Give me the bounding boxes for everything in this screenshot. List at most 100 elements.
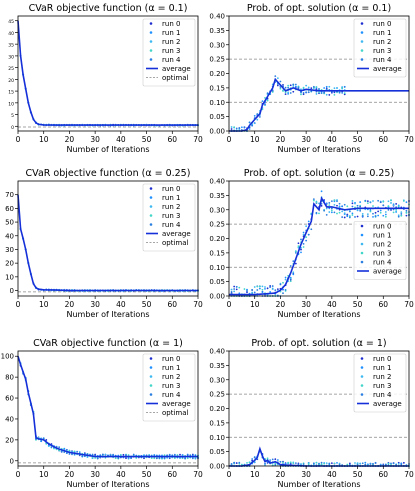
run-3-point xyxy=(343,92,346,95)
run-3-point xyxy=(382,200,385,203)
run-3-point xyxy=(173,457,176,460)
legend-marker xyxy=(360,233,364,237)
run-3-point xyxy=(91,456,94,459)
x-axis-label: Number of Iterations xyxy=(66,480,149,489)
run-3-point xyxy=(119,453,122,456)
run-1-point xyxy=(300,251,302,254)
run-2-point xyxy=(384,211,387,213)
run-0-point xyxy=(302,93,305,96)
chart-title: CVaR objective function (α = 1) xyxy=(33,338,183,349)
run-4-point xyxy=(312,462,315,465)
run-1-point xyxy=(359,201,362,203)
legend-label: run 3 xyxy=(373,250,391,258)
chart-panel-1: Prob. of opt. solution (α = 0.1) 0 10 20 30 4… xyxy=(209,3,414,154)
run-0-point xyxy=(235,288,238,291)
run-4-point xyxy=(343,203,346,206)
run-4-point xyxy=(323,91,326,94)
average-line xyxy=(17,20,198,126)
run-4-point xyxy=(405,209,408,212)
y-tick-label: 0.05 xyxy=(209,278,225,286)
run-4-point xyxy=(58,446,61,449)
legend-label: optimal xyxy=(162,74,189,82)
x-tick-label: 70 xyxy=(193,300,203,309)
legend-marker xyxy=(360,49,364,52)
run-4-point xyxy=(330,200,333,203)
legend-box xyxy=(353,221,407,280)
x-tick-label: 20 xyxy=(65,135,75,144)
run-4-point xyxy=(238,127,241,130)
legend-marker xyxy=(360,58,364,61)
run-4-point xyxy=(338,91,341,94)
run-1-point xyxy=(369,209,372,211)
run-0-point xyxy=(179,453,181,456)
x-axis-label: Number of Iterations xyxy=(277,145,360,154)
y-tick-label: 0.40 xyxy=(209,178,225,186)
legend-label: average xyxy=(373,65,402,73)
y-tick-label: 50 xyxy=(5,219,14,227)
run-0-point xyxy=(402,461,405,464)
legend-marker xyxy=(149,214,153,217)
run-3-point xyxy=(333,199,336,202)
run-0-point xyxy=(315,88,318,91)
legend-label: run 3 xyxy=(162,47,180,55)
run-1-point xyxy=(336,462,338,464)
average-line xyxy=(229,196,409,296)
run-0-point xyxy=(374,211,377,214)
y-tick-label: 15 xyxy=(8,90,14,96)
run-4-point xyxy=(112,453,115,456)
y-tick-label: 20 xyxy=(8,78,14,84)
run-4-point xyxy=(328,202,331,204)
run-4-point xyxy=(99,454,102,457)
run-4-point xyxy=(233,461,236,464)
run-4-point xyxy=(173,453,176,456)
run-2-point xyxy=(284,278,287,281)
run-2-point xyxy=(305,84,308,87)
chart-panel-0: CVaR objective function (α = 0.1) 0 10 20 30… xyxy=(8,3,203,154)
legend-marker xyxy=(360,260,364,264)
run-1-point xyxy=(323,87,326,89)
run-3-point xyxy=(359,204,362,207)
legend-label: run 4 xyxy=(162,221,181,229)
run-4-point xyxy=(384,463,387,466)
run-3-point xyxy=(289,461,292,464)
run-4-point xyxy=(297,86,300,89)
x-tick-label: 20 xyxy=(276,300,286,309)
legend-label: average xyxy=(162,400,191,408)
run-4-point xyxy=(117,457,120,460)
legend-label: run 3 xyxy=(162,212,180,220)
run-1-point xyxy=(400,462,403,465)
x-tick-label: 50 xyxy=(353,300,363,309)
y-tick-label: 70 xyxy=(5,191,14,199)
run-2-point xyxy=(300,88,302,91)
run-4-point xyxy=(235,127,238,130)
run-4-point xyxy=(289,92,292,94)
run-2-point xyxy=(392,204,395,207)
y-tick-label: 0.35 xyxy=(209,27,225,35)
run-3-point xyxy=(238,286,241,289)
x-tick-label: 70 xyxy=(193,470,203,479)
run-4-point xyxy=(246,290,248,292)
legend-label: average xyxy=(162,230,191,238)
run-4-point xyxy=(300,238,302,241)
run-4-point xyxy=(348,216,351,219)
run-0-point xyxy=(274,458,277,461)
x-tick-label: 40 xyxy=(327,470,337,479)
run-4-point xyxy=(132,453,135,456)
legend-label: run 0 xyxy=(373,20,391,28)
y-tick-label: 40 xyxy=(5,415,14,423)
run-3-point xyxy=(73,450,76,453)
run-4-point xyxy=(279,80,282,83)
y-tick-label: 5 xyxy=(11,113,14,119)
run-4-point xyxy=(400,463,403,466)
run-3-point xyxy=(258,285,261,288)
run-2-point xyxy=(143,454,145,456)
legend-marker xyxy=(149,40,153,43)
run-3-point xyxy=(351,214,354,216)
x-tick-label: 30 xyxy=(301,470,311,479)
run-0-point xyxy=(233,285,236,288)
run-0-point xyxy=(289,84,292,87)
run-3-point xyxy=(266,457,269,460)
y-tick-label: 0.10 xyxy=(209,99,225,107)
run-2-point xyxy=(264,286,266,288)
run-2-point xyxy=(233,290,236,293)
